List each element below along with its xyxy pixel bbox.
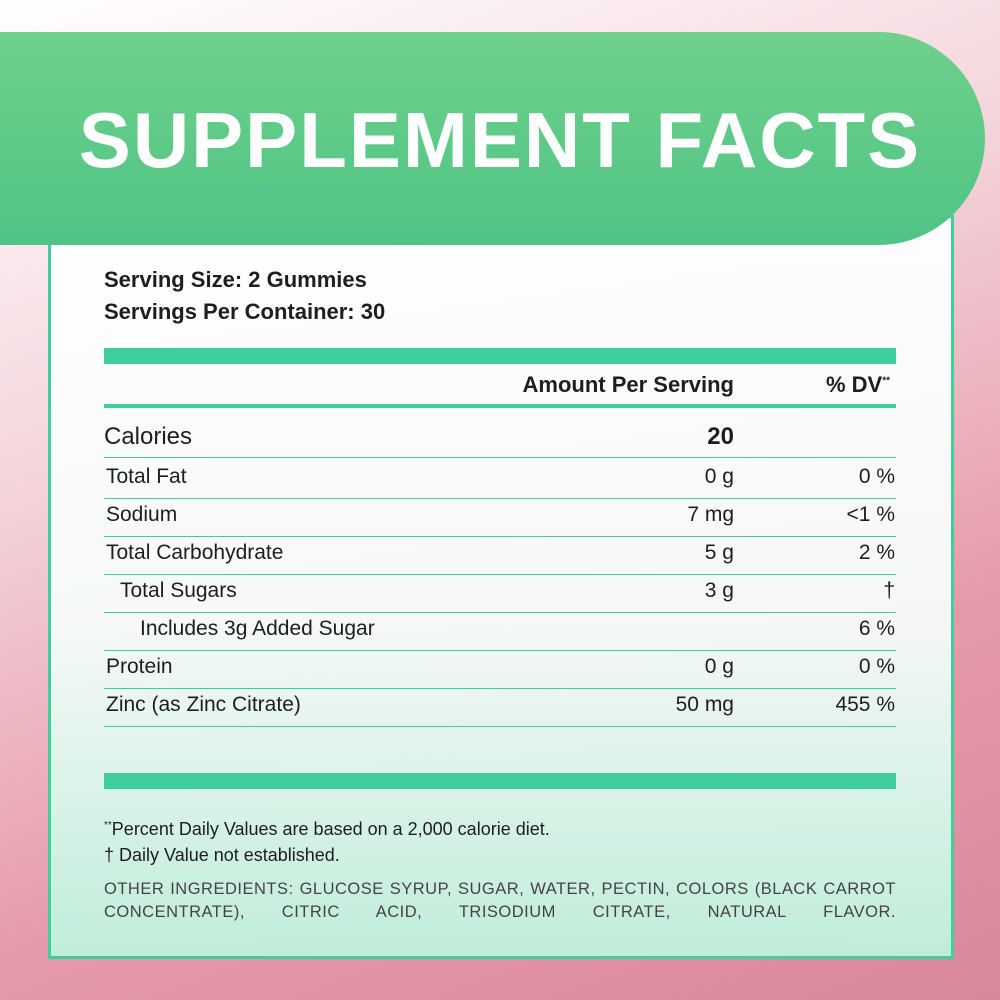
facts-panel <box>48 215 954 959</box>
title: SUPPLEMENT FACTS <box>78 96 922 184</box>
other-ingredients: OTHER INGREDIENTS: GLUCOSE SYRUP, SUGAR,… <box>104 878 896 924</box>
divider-bar <box>104 773 896 789</box>
row-rule <box>104 726 896 727</box>
row-label: Total Sugars <box>120 579 237 602</box>
other-ingredients-label: OTHER INGREDIENTS: <box>104 880 294 898</box>
footnote: † Daily Value not established. <box>104 845 340 865</box>
row-dv: † <box>883 579 895 602</box>
row-amount: 5 g <box>704 541 734 564</box>
footnote-mark: ** <box>882 375 890 387</box>
row-dv: 455 % <box>835 693 895 716</box>
row-rule <box>104 457 896 458</box>
header-rule <box>104 404 896 408</box>
row-label: Zinc (as Zinc Citrate) <box>106 693 301 716</box>
calories-amount: 20 <box>707 423 734 450</box>
row-amount: 0 g <box>704 655 734 678</box>
row-dv: 0 % <box>858 655 895 678</box>
calories-label: Calories <box>104 423 193 450</box>
row-label: Protein <box>106 655 173 678</box>
row-label: Total Fat <box>106 465 187 488</box>
row-label: Total Carbohydrate <box>106 541 284 564</box>
row-dv: 6 % <box>858 617 895 640</box>
serving-size: Serving Size: 2 Gummies <box>104 267 367 292</box>
row-dv: <1 % <box>846 503 895 526</box>
other-ingredients-text: GLUCOSE SYRUP, SUGAR, WATER, PECTIN, COL… <box>104 880 896 921</box>
row-amount: 50 mg <box>675 693 734 716</box>
row-dv: 0 % <box>858 465 895 488</box>
row-rule <box>104 498 896 499</box>
title-banner <box>0 32 985 245</box>
servings-per-container: Servings Per Container: 30 <box>104 299 386 324</box>
row-amount: 0 g <box>704 465 734 488</box>
column-header-text: % DV <box>825 372 883 397</box>
row-rule <box>104 650 896 651</box>
row-rule <box>104 536 896 537</box>
row-label: Sodium <box>106 503 178 526</box>
column-header: % DV** <box>826 372 890 398</box>
row-dv: 2 % <box>858 541 895 564</box>
row-amount: 3 g <box>704 579 734 602</box>
divider-bar <box>104 348 896 364</box>
footnote-text: Percent Daily Values are based on a 2,00… <box>111 819 550 839</box>
row-rule <box>104 612 896 613</box>
row-rule <box>104 574 896 575</box>
row-label: Includes 3g Added Sugar <box>140 617 375 640</box>
row-rule <box>104 688 896 689</box>
footnote: **Percent Daily Values are based on a 2,… <box>104 819 550 840</box>
row-amount: 7 mg <box>687 503 734 526</box>
footnote-mark: ** <box>104 820 112 831</box>
column-header: Amount Per Serving <box>522 372 734 397</box>
